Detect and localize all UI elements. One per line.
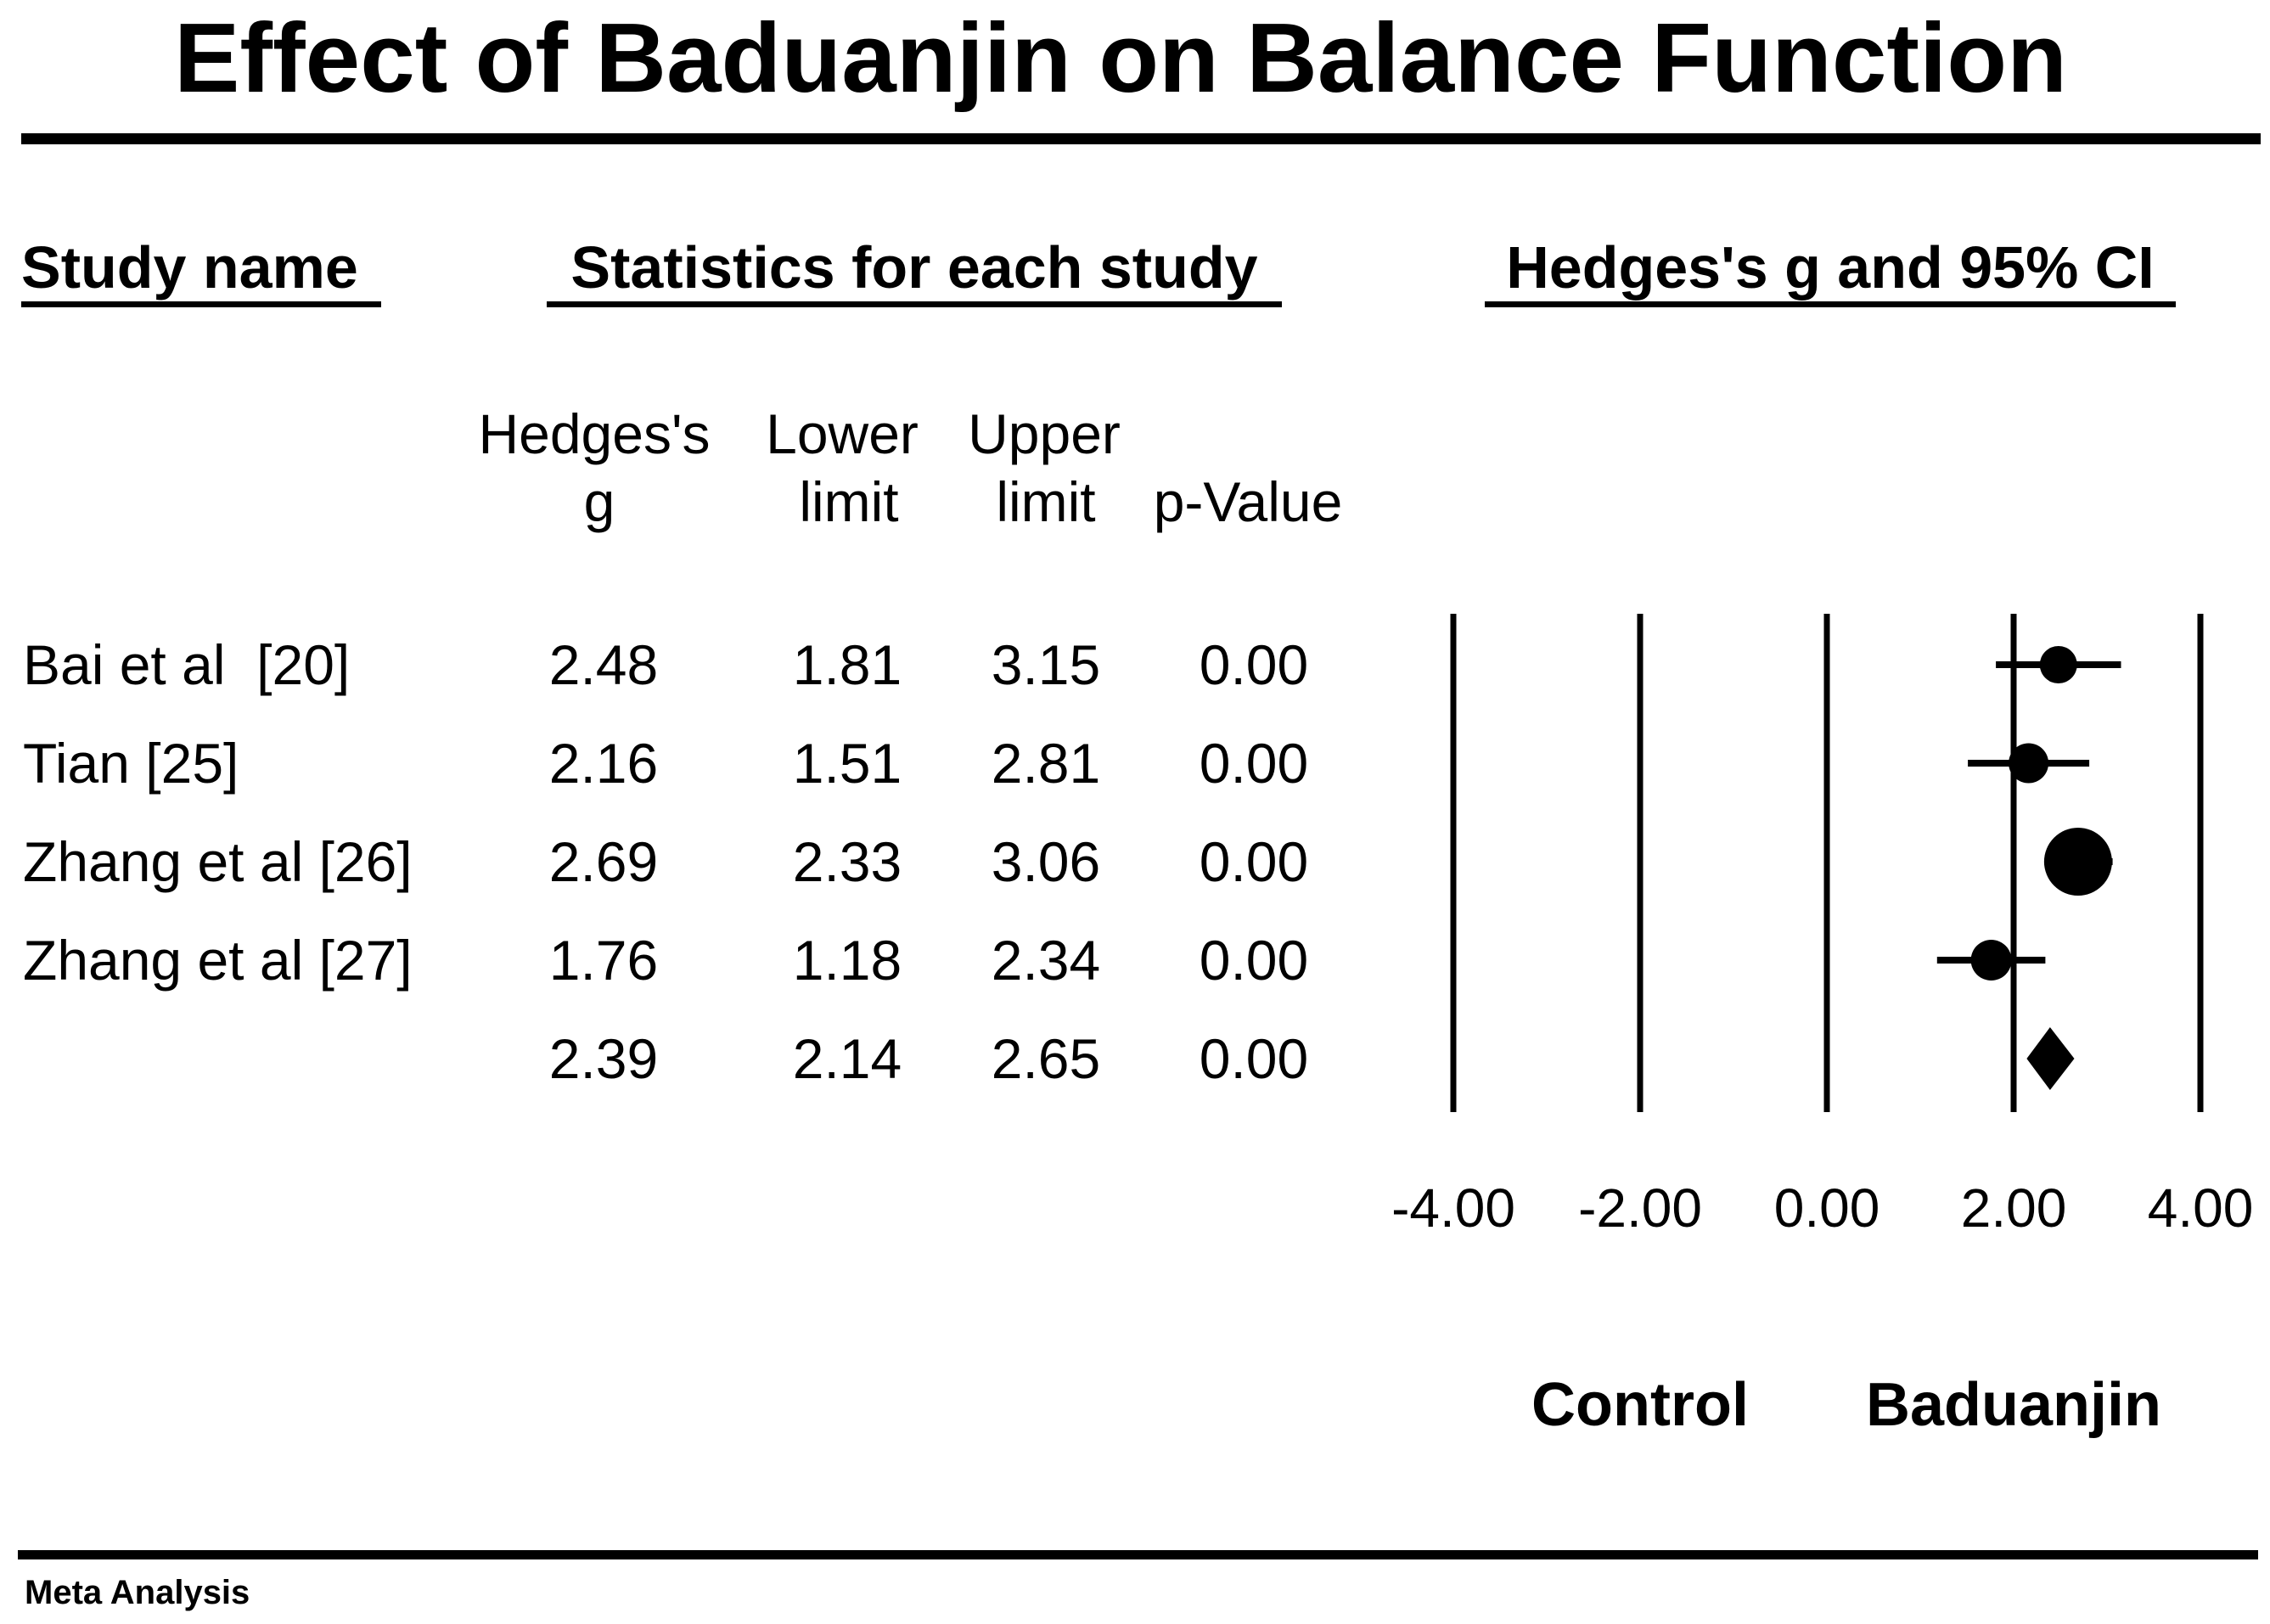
x-tick-label: 0.00: [1773, 1177, 1880, 1239]
subheader-lower-limit: limit: [799, 470, 899, 533]
hedges-g-cell: 2.16: [548, 732, 659, 795]
column-header-statistics: Statistics for each study: [547, 236, 1282, 307]
lower-limit-cell: 1.18: [792, 929, 902, 992]
hedges-g-cell: 2.48: [548, 633, 659, 696]
upper-limit-cell: 2.81: [991, 732, 1101, 795]
hedges-g-cell: 1.76: [548, 929, 659, 992]
subheader-p-value: p-Value: [1153, 470, 1343, 533]
effect-marker: [1970, 940, 2012, 981]
table-row: Zhang et al [27] 1.76 1.18 2.34 0.00: [0, 930, 1358, 990]
title-divider-line: [21, 133, 2261, 144]
x-tick-label: -2.00: [1578, 1177, 1702, 1239]
study-name-cell: Zhang et al [27]: [23, 929, 413, 992]
upper-limit-cell: 2.34: [991, 929, 1101, 992]
footer-divider-line: [18, 1550, 2258, 1559]
table-row: Zhang et al [26] 2.69 2.33 3.06 0.00: [0, 832, 1358, 891]
column-header-study-name: Study name: [21, 236, 381, 307]
table-row: Bai et al [20] 2.48 1.81 3.15 0.00: [0, 635, 1358, 694]
upper-limit-cell: 3.06: [991, 830, 1101, 893]
subheader-lower: Lower: [766, 402, 919, 465]
study-name-cell: Zhang et al [26]: [23, 830, 413, 893]
p-value-cell: 0.00: [1199, 929, 1309, 992]
chart-title: Effect of Baduanjin on Balance Function: [174, 3, 2067, 113]
footer-label: Meta Analysis: [25, 1574, 250, 1611]
column-header-hedges-ci: Hedges's g and 95% CI: [1485, 236, 2176, 307]
upper-limit-cell: 2.65: [991, 1027, 1101, 1090]
subheader-upper-limit: limit: [996, 470, 1096, 533]
x-tick-label: 2.00: [1960, 1177, 2067, 1239]
lower-limit-cell: 1.51: [792, 732, 902, 795]
subheader-g: g: [583, 470, 615, 533]
p-value-cell: 0.00: [1199, 732, 1309, 795]
summary-diamond: [2026, 1027, 2075, 1090]
hedges-g-cell: 2.69: [548, 830, 659, 893]
effect-marker: [2009, 743, 2049, 784]
upper-limit-cell: 3.15: [991, 633, 1101, 696]
lower-limit-cell: 2.33: [792, 830, 902, 893]
x-tick-label: 4.00: [2147, 1177, 2254, 1239]
lower-limit-cell: 2.14: [792, 1027, 902, 1090]
lower-limit-cell: 1.81: [792, 633, 902, 696]
p-value-cell: 0.00: [1199, 633, 1309, 696]
direction-label-control: Control: [1531, 1371, 1749, 1439]
hedges-g-cell: 2.39: [548, 1027, 659, 1090]
subheader-upper: Upper: [968, 402, 1121, 465]
study-name-cell: Tian [25]: [23, 732, 239, 795]
subheader-hedges: Hedges's: [478, 402, 711, 465]
p-value-cell: 0.00: [1199, 1027, 1309, 1090]
direction-label-baduanjin: Baduanjin: [1865, 1371, 2162, 1439]
table-row-summary: 2.39 2.14 2.65 0.00: [0, 1029, 1358, 1088]
table-row: Tian [25] 2.16 1.51 2.81 0.00: [0, 733, 1358, 793]
effect-marker: [2039, 646, 2077, 683]
effect-marker: [2043, 828, 2112, 896]
x-tick-label: -4.00: [1391, 1177, 1515, 1239]
p-value-cell: 0.00: [1199, 830, 1309, 893]
study-name-cell: Bai et al [20]: [23, 633, 351, 696]
